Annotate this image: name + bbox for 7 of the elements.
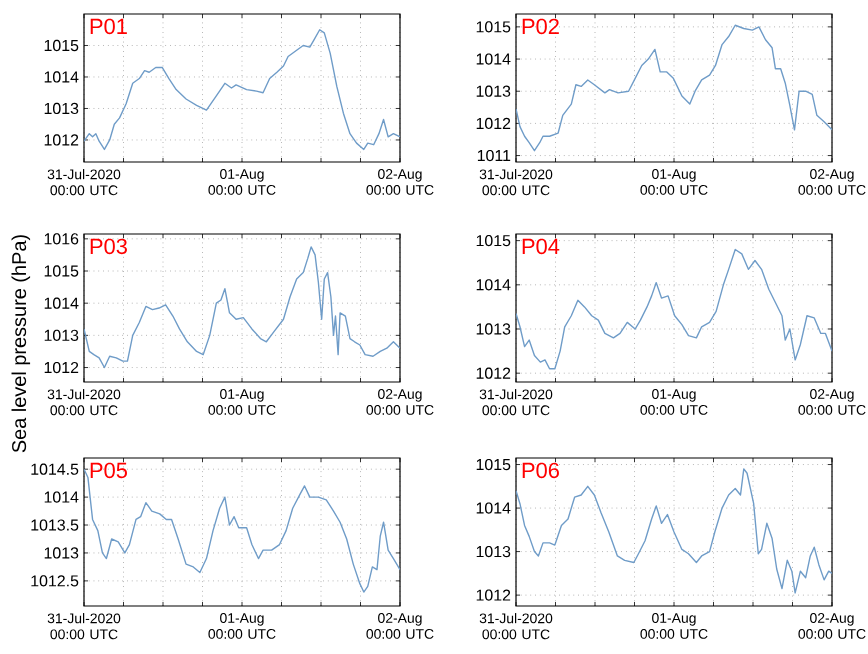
chart-title: P06 — [522, 462, 559, 479]
chart-title: P01 — [90, 18, 127, 35]
chart-title: P02 — [522, 18, 559, 35]
chart-title: P04 — [522, 238, 560, 255]
chart-title: P05 — [90, 462, 127, 479]
chart-title: P03 — [90, 238, 127, 255]
y-axis-title: Sea level pressure (hPa) — [11, 235, 31, 453]
